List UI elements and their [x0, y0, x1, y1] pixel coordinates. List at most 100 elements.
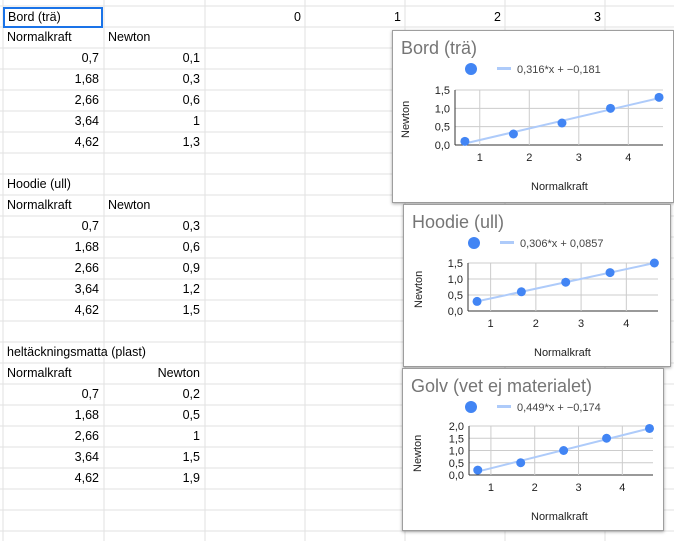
data-point	[602, 433, 612, 443]
table-cell[interactable]: 1,3	[182, 135, 200, 149]
data-point	[473, 465, 483, 475]
x-tick-label: 2	[526, 152, 532, 164]
x-axis-label: Normalkraft	[534, 347, 591, 359]
data-point	[472, 296, 482, 306]
table-cell[interactable]: 1,9	[182, 471, 200, 485]
x-tick-label: 3	[578, 318, 584, 330]
table-cell[interactable]: 1,5	[182, 303, 200, 317]
x-tick-label: 3	[575, 482, 581, 494]
legend-trendline-icon	[500, 241, 514, 244]
table-cell[interactable]: 0,1	[182, 51, 200, 65]
chart-bord[interactable]: Bord (trä) 0,316*x + −0,181 0,0 0,5 1,0 1,5…	[392, 30, 674, 203]
y-tick-label: 2,0	[449, 421, 464, 433]
x-tick-label: 1	[477, 152, 483, 164]
table-cell[interactable]: 3,64	[74, 282, 99, 296]
table-header-normalkraft[interactable]: Normalkraft	[7, 198, 72, 212]
table-cell[interactable]: 4,62	[74, 471, 99, 485]
x-tick-label: 1	[488, 482, 494, 494]
table-cell[interactable]: 4,62	[74, 303, 99, 317]
table-cell[interactable]: 1,2	[182, 282, 200, 296]
selected-cell-a1[interactable]: Bord (trä)	[3, 7, 103, 28]
data-point	[605, 268, 615, 278]
chart-title: Golv (vet ej materialet)	[411, 376, 593, 396]
table-cell[interactable]: 0,9	[182, 261, 200, 275]
data-point	[649, 258, 659, 268]
y-tick-label: 0,0	[435, 140, 450, 152]
table-cell[interactable]: 3,64	[74, 114, 99, 128]
x-tick-label: 1	[488, 318, 494, 330]
table-cell[interactable]: 0,7	[81, 219, 99, 233]
table-cell[interactable]: 4,62	[74, 135, 99, 149]
table-cell[interactable]: 2,66	[74, 261, 99, 275]
chart-hoodie[interactable]: Hoodie (ull) 0,306*x + 0,0857 0,0 0,5 1,0 1…	[403, 204, 671, 367]
table-cell[interactable]: 0,7	[81, 387, 99, 401]
data-point	[516, 458, 526, 468]
table-cell[interactable]: 0,6	[182, 93, 200, 107]
legend-point-icon	[465, 63, 477, 75]
cell-e1[interactable]: 2	[494, 10, 501, 24]
chart-legend: 0,316*x + −0,181	[465, 63, 601, 76]
data-point	[561, 277, 571, 287]
legend-point-icon	[465, 401, 477, 413]
table-cell[interactable]: 0,3	[182, 72, 200, 86]
table-cell[interactable]: 1	[193, 114, 200, 128]
data-point	[654, 92, 664, 102]
table-header-normalkraft[interactable]: Normalkraft	[7, 366, 72, 380]
data-point	[557, 118, 567, 128]
table-cell[interactable]: 3,64	[74, 450, 99, 464]
chart-legend: 0,449*x + −0,174	[465, 401, 601, 414]
chart-title: Hoodie (ull)	[412, 212, 505, 232]
table-cell[interactable]: 1,68	[74, 72, 99, 86]
table-cell[interactable]: 2,66	[74, 93, 99, 107]
x-axis-label: Normalkraft	[531, 511, 588, 523]
cell-d1[interactable]: 1	[394, 10, 401, 24]
table-cell[interactable]: 1,68	[74, 240, 99, 254]
table-title[interactable]: heltäckningsmatta (plast)	[7, 345, 146, 359]
table-cell[interactable]: 0,5	[182, 408, 200, 422]
x-axis-label: Normalkraft	[531, 181, 588, 193]
chart-plot: 0,00,51,01,52,0 1 2 3 4	[449, 421, 654, 494]
table-header-newton[interactable]: Newton	[108, 30, 151, 44]
table-cell[interactable]: 1,5	[182, 450, 200, 464]
legend-trendline-icon	[497, 67, 511, 70]
cell-f1[interactable]: 3	[594, 10, 601, 24]
data-point	[644, 423, 654, 433]
data-point	[508, 129, 518, 139]
table-cell[interactable]: 0,2	[182, 387, 200, 401]
table-cell[interactable]: 0,3	[182, 219, 200, 233]
x-tick-label: 4	[623, 318, 629, 330]
y-tick-label: 1,5	[448, 258, 463, 270]
data-point	[516, 287, 526, 297]
y-tick-label: 0,0	[449, 470, 464, 482]
y-tick-label: 0,5	[449, 458, 464, 470]
table-cell[interactable]: 1	[193, 429, 200, 443]
y-tick-label: 1,0	[449, 446, 464, 458]
table-header-normalkraft[interactable]: Normalkraft	[7, 30, 72, 44]
y-tick-label: 1,5	[449, 433, 464, 445]
table-header-newton[interactable]: Newton	[108, 198, 151, 212]
chart-golv[interactable]: Golv (vet ej materialet) 0,449*x + −0,17…	[402, 368, 664, 531]
x-tick-label: 4	[619, 482, 625, 494]
table-cell[interactable]: 0,6	[182, 240, 200, 254]
cell-c1[interactable]: 0	[294, 10, 301, 24]
chart-plot: 0,0 0,5 1,0 1,5 1 2 3 4	[448, 258, 659, 330]
x-tick-label: 3	[576, 152, 582, 164]
table-cell[interactable]: 1,68	[74, 408, 99, 422]
y-tick-label: 0,5	[435, 122, 450, 134]
table-cell[interactable]: 0,7	[81, 51, 99, 65]
table-cell[interactable]: 2,66	[74, 429, 99, 443]
legend-trendline-label: 0,449*x + −0,174	[517, 402, 601, 414]
y-axis-label: Newton	[413, 270, 425, 308]
legend-point-icon	[468, 237, 480, 249]
data-point	[460, 136, 470, 146]
y-tick-label: 1,5	[435, 85, 450, 97]
data-point	[559, 446, 569, 455]
x-tick-label: 2	[533, 318, 539, 330]
x-tick-label: 2	[532, 482, 538, 494]
x-tick-label: 4	[625, 152, 631, 164]
y-axis-label: Newton	[400, 100, 412, 138]
table-header-newton[interactable]: Newton	[157, 366, 200, 380]
y-tick-label: 0,5	[448, 290, 463, 302]
chart-title: Bord (trä)	[401, 38, 478, 58]
table-title[interactable]: Hoodie (ull)	[7, 177, 71, 191]
